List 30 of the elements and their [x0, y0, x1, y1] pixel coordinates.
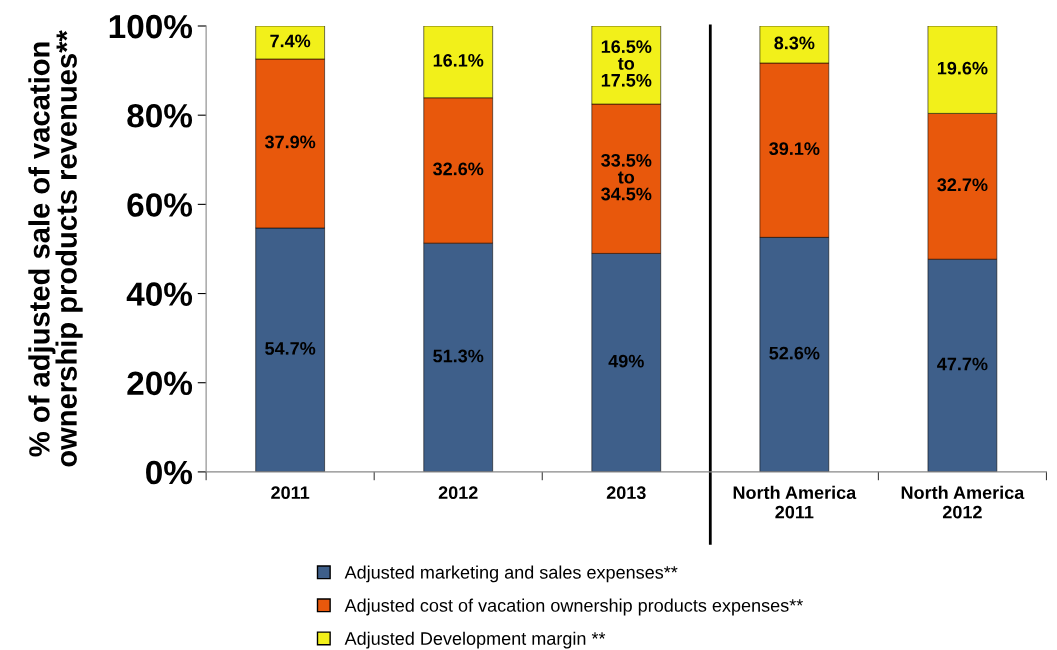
x-tick-label: 2011 [271, 486, 310, 500]
y-tick-label: 0% [146, 460, 193, 485]
data-label: 52.6% [769, 346, 820, 360]
y-tick-label: 20% [127, 371, 193, 396]
data-label: 32.7% [937, 178, 988, 192]
legend-label: Adjusted cost of vacation ownership products expenses** [344, 598, 803, 616]
x-tick-label: 2012 [438, 486, 478, 500]
x-tick-label: North America 2011 [733, 485, 857, 519]
data-label: 16.1% [433, 53, 484, 67]
legend-label: Adjusted Development margin ** [344, 631, 606, 649]
data-label: 19.6% [937, 61, 988, 75]
x-tick-label: North America 2012 [901, 485, 1025, 519]
y-tick-label: 80% [127, 103, 193, 128]
x-tick-label: 2013 [606, 486, 646, 500]
y-tick-label: 60% [127, 193, 193, 217]
data-label: 37.9% [264, 135, 316, 149]
legend-label: Adjusted marketing and sales expenses** [344, 565, 678, 583]
y-tick-label: 40% [126, 282, 193, 306]
data-label: 32.6% [433, 162, 484, 176]
data-label: 39.1% [769, 142, 820, 156]
data-label: 8.3% [774, 36, 815, 50]
data-label: 49% [608, 354, 644, 368]
y-tick-label: 100% [109, 14, 193, 39]
data-label: 33.5% to 34.5% [601, 153, 652, 201]
y-axis-title: % of adjusted sale of vacation ownership products revenues** [28, 30, 83, 467]
data-label: 51.3% [433, 349, 484, 363]
data-label: 7.4% [270, 34, 311, 48]
data-label: 16.5% to 17.5% [601, 40, 652, 87]
data-label: 47.7% [937, 357, 988, 371]
data-label: 54.7% [265, 342, 316, 355]
